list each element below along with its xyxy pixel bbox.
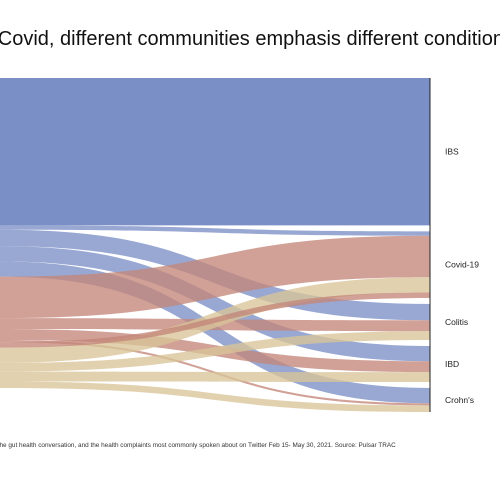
chart-title: o Covid, different communities emphasis …: [0, 28, 500, 50]
flow-blue-to-crohn-s: [0, 261, 430, 404]
target-labels: IBS Covid-19 Colitis IBD Crohn's: [445, 147, 479, 405]
flow-gold-to-crohn-s: [0, 381, 430, 412]
flow-blue-to-covid-19: [0, 225, 430, 236]
target-label-crohn-s: Crohn's: [445, 395, 474, 405]
flow-gold-to-ibd: [0, 371, 430, 382]
flow-blue-to-ibs: [0, 78, 430, 226]
flow-blue-to-ibd: [0, 246, 430, 362]
flow-red-to-covid-19: [0, 235, 430, 319]
flow-red-to-covid-19: [0, 292, 430, 348]
target-label-ibs: IBS: [445, 147, 459, 157]
target-label-ibd: IBD: [445, 359, 459, 369]
source-note: s in the gut health conversation, and th…: [0, 442, 396, 449]
target-label-covid-19: Covid-19: [445, 260, 479, 270]
flow-layer: [0, 78, 430, 412]
target-label-colitis: Colitis: [445, 317, 468, 327]
flow-gold-to-colitis: [0, 331, 430, 372]
